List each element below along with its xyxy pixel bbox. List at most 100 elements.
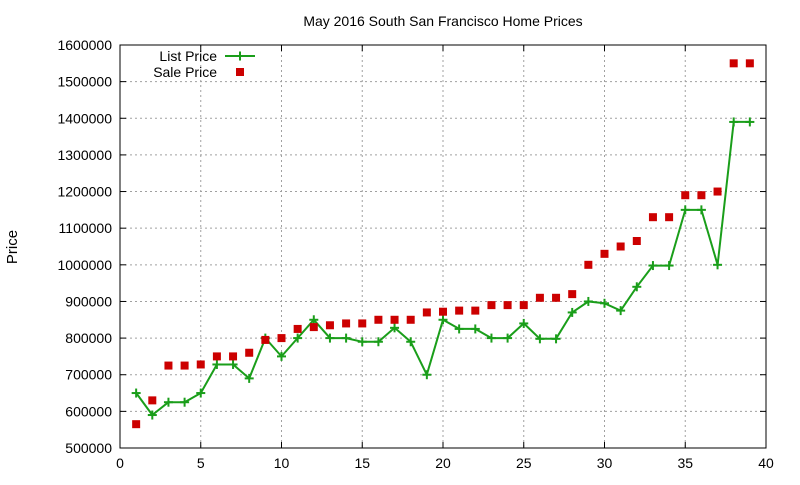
y-axis-label: Price — [4, 230, 21, 264]
list-price-point — [277, 351, 286, 361]
list-price-point — [309, 315, 319, 325]
sale-price-point — [729, 59, 738, 68]
y-tick-label: 1000000 — [57, 257, 112, 273]
legend-label-list-price: List Price — [159, 48, 217, 64]
list-price-point — [729, 117, 739, 127]
list-price-point — [357, 337, 367, 347]
list-price-point — [180, 397, 190, 407]
list-price-point — [470, 324, 480, 334]
y-tick-label: 1500000 — [57, 74, 112, 90]
list-price-point — [390, 323, 400, 333]
sale-price-point — [600, 249, 609, 258]
x-tick-label: 10 — [274, 455, 290, 471]
y-tick-label: 500000 — [65, 440, 112, 456]
y-tick-label: 1200000 — [57, 184, 112, 200]
list-price-point — [438, 315, 448, 325]
sale-price-point — [180, 361, 189, 370]
legend-label-sale-price: Sale Price — [153, 64, 217, 80]
list-price-point — [583, 296, 593, 306]
sale-price-point — [745, 59, 754, 68]
sale-price-point — [196, 360, 205, 369]
list-price-point — [535, 334, 545, 344]
y-tick-label: 1400000 — [57, 110, 112, 126]
x-tick-label: 15 — [354, 455, 370, 471]
sale-price-point — [713, 187, 722, 196]
list-price-point — [163, 397, 173, 407]
list-price-point — [632, 282, 642, 292]
sale-price-point — [390, 315, 399, 324]
sale-price-point — [325, 321, 334, 330]
sale-price-point — [132, 420, 141, 429]
sale-price-point — [439, 307, 447, 316]
sale-price-point — [681, 191, 690, 200]
sale-price-point — [648, 213, 657, 222]
list-price-point — [293, 333, 303, 343]
sale-price-point — [632, 237, 641, 246]
sale-price-point — [277, 334, 286, 343]
y-tick-label: 600000 — [65, 403, 112, 419]
list-price-point — [696, 205, 706, 215]
x-tick-label: 35 — [677, 455, 693, 471]
list-price-point — [147, 410, 157, 420]
legend-marker-list-price — [235, 51, 245, 61]
list-price-point — [551, 334, 561, 344]
sale-price-point — [568, 290, 577, 299]
list-price-point — [244, 373, 254, 383]
legend: List Price Sale Price — [153, 48, 255, 80]
sale-price-point — [342, 319, 351, 328]
sale-price-point — [455, 306, 464, 315]
sale-price-point — [374, 315, 383, 324]
list-price-point — [503, 333, 513, 343]
list-price-point — [422, 370, 432, 380]
grid-lines — [120, 45, 766, 448]
sale-price-point — [212, 352, 221, 361]
sale-price-point — [552, 293, 561, 302]
chart-title: May 2016 South San Francisco Home Prices — [303, 13, 582, 29]
list-price-point — [600, 298, 609, 308]
sale-price-point — [309, 323, 318, 332]
x-tick-label: 30 — [597, 455, 613, 471]
y-tick-label: 1100000 — [59, 220, 113, 236]
x-tick-label: 0 — [116, 455, 124, 471]
sale-price-point — [519, 301, 528, 310]
y-tick-label: 700000 — [65, 367, 112, 383]
sale-price-point — [406, 315, 415, 324]
y-tick-label: 1600000 — [57, 37, 112, 53]
sale-price-point — [358, 319, 367, 328]
list-price-point — [131, 388, 141, 398]
sale-price-point — [487, 301, 496, 310]
sale-price-point — [697, 191, 706, 200]
list-price-point — [406, 337, 416, 347]
list-price-point — [341, 333, 351, 343]
y-tick-label: 800000 — [65, 330, 112, 346]
sale-price-point — [148, 396, 157, 405]
y-tick-label: 900000 — [65, 293, 112, 309]
sale-price-point — [229, 352, 238, 361]
list-price-point — [567, 307, 577, 317]
list-price-point — [664, 261, 674, 271]
list-price-point — [648, 261, 658, 271]
list-price-point — [680, 205, 690, 215]
list-price-point — [745, 117, 755, 127]
data-layer — [131, 59, 755, 429]
x-tick-label: 20 — [435, 455, 451, 471]
sale-price-point — [422, 308, 431, 317]
sale-price-point — [261, 335, 270, 344]
sale-price-point — [471, 306, 480, 315]
axis-ticks: 0 5 10 15 20 25 30 35 40 500000 600000 700000 800000… — [57, 37, 774, 471]
sale-price-point — [164, 361, 173, 370]
sale-price-point — [245, 348, 254, 357]
sale-price-point — [665, 213, 674, 222]
sale-price-point — [616, 242, 625, 251]
x-tick-label: 25 — [516, 455, 532, 471]
list-price-point — [212, 359, 222, 369]
list-price-point — [228, 359, 238, 369]
list-price-point — [486, 333, 496, 343]
sale-price-point — [535, 293, 544, 302]
x-tick-label: 40 — [758, 455, 774, 471]
x-tick-label: 5 — [197, 455, 205, 471]
sale-price-point — [293, 324, 302, 333]
y-tick-label: 1300000 — [57, 147, 112, 163]
list-price-point — [519, 318, 529, 328]
